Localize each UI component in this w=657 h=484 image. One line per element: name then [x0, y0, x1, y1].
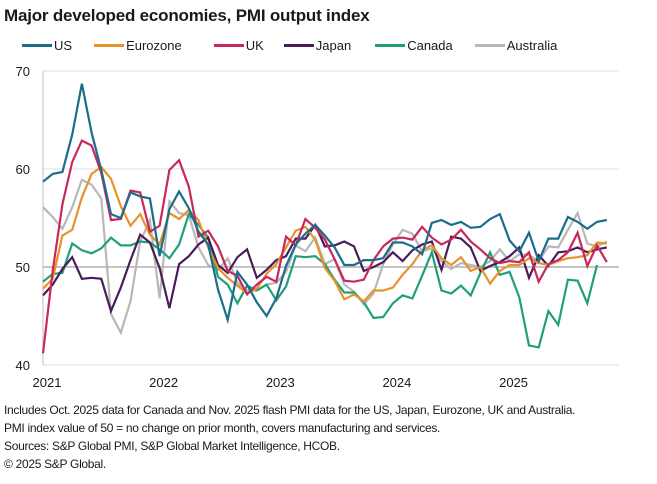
legend-item-japan: Japan: [283, 38, 352, 53]
legend-swatch-us: [22, 44, 52, 47]
series-line-canada: [42, 211, 599, 349]
legend-swatch-eurozone: [94, 44, 125, 47]
legend-swatch-canada: [375, 44, 406, 47]
series-lines: [41, 83, 608, 354]
y-tick-label-60: 60: [16, 162, 30, 177]
footer-copyright: © 2025 S&P Global.: [4, 457, 106, 471]
y-tick-labels: 40 50 60 70: [16, 64, 30, 373]
footer-sources: Sources: S&P Global PMI, S&P Global Mark…: [4, 439, 340, 453]
x-tick-label-2023: 2023: [266, 375, 295, 390]
chart-footer: Includes Oct. 2025 data for Canada and N…: [4, 401, 575, 473]
legend-label-us: US: [54, 38, 73, 53]
series-line-eurozone: [42, 165, 607, 303]
x-tick-label-2021: 2021: [33, 375, 62, 390]
chart-title: Major developed economies, PMI output in…: [4, 6, 370, 25]
footer-note-coverage: Includes Oct. 2025 data for Canada and N…: [4, 403, 576, 417]
series-line-uk: [41, 139, 608, 354]
legend-label-japan: Japan: [315, 38, 352, 53]
x-tick-labels: 2021 2022 2023 2024 2025: [33, 375, 528, 390]
x-tick-label-2022: 2022: [149, 375, 178, 390]
legend-swatch-japan: [283, 44, 314, 47]
y-tick-label-50: 50: [16, 260, 30, 275]
legend-label-eurozone: Eurozone: [126, 38, 182, 53]
legend-item-uk: UK: [213, 38, 264, 53]
legend-item-eurozone: Eurozone: [94, 38, 182, 53]
legend-swatch-uk: [213, 44, 244, 47]
legend-label-canada: Canada: [407, 38, 453, 53]
gridlines: [43, 70, 619, 366]
y-tick-label-40: 40: [16, 358, 30, 373]
x-tick-label-2024: 2024: [382, 375, 411, 390]
legend-label-uk: UK: [245, 38, 264, 53]
series-line-japan: [42, 222, 608, 315]
x-tick-label-2025: 2025: [499, 375, 528, 390]
chart-legend: US Eurozone UK Japan Canada Australia: [22, 38, 557, 53]
footer-note-definition: PMI index value of 50 = no change on pri…: [4, 421, 441, 435]
pmi-line-chart: 40 50 60 70 2021 2022 2023 2024 2025: [16, 64, 619, 390]
legend-item-us: US: [22, 38, 72, 53]
series-line-us: [42, 83, 608, 325]
legend-label-australia: Australia: [506, 38, 558, 53]
y-tick-label-70: 70: [16, 64, 30, 79]
legend-item-australia: Australia: [474, 38, 558, 53]
legend-swatch-australia: [474, 44, 505, 47]
legend-item-canada: Canada: [375, 38, 453, 53]
